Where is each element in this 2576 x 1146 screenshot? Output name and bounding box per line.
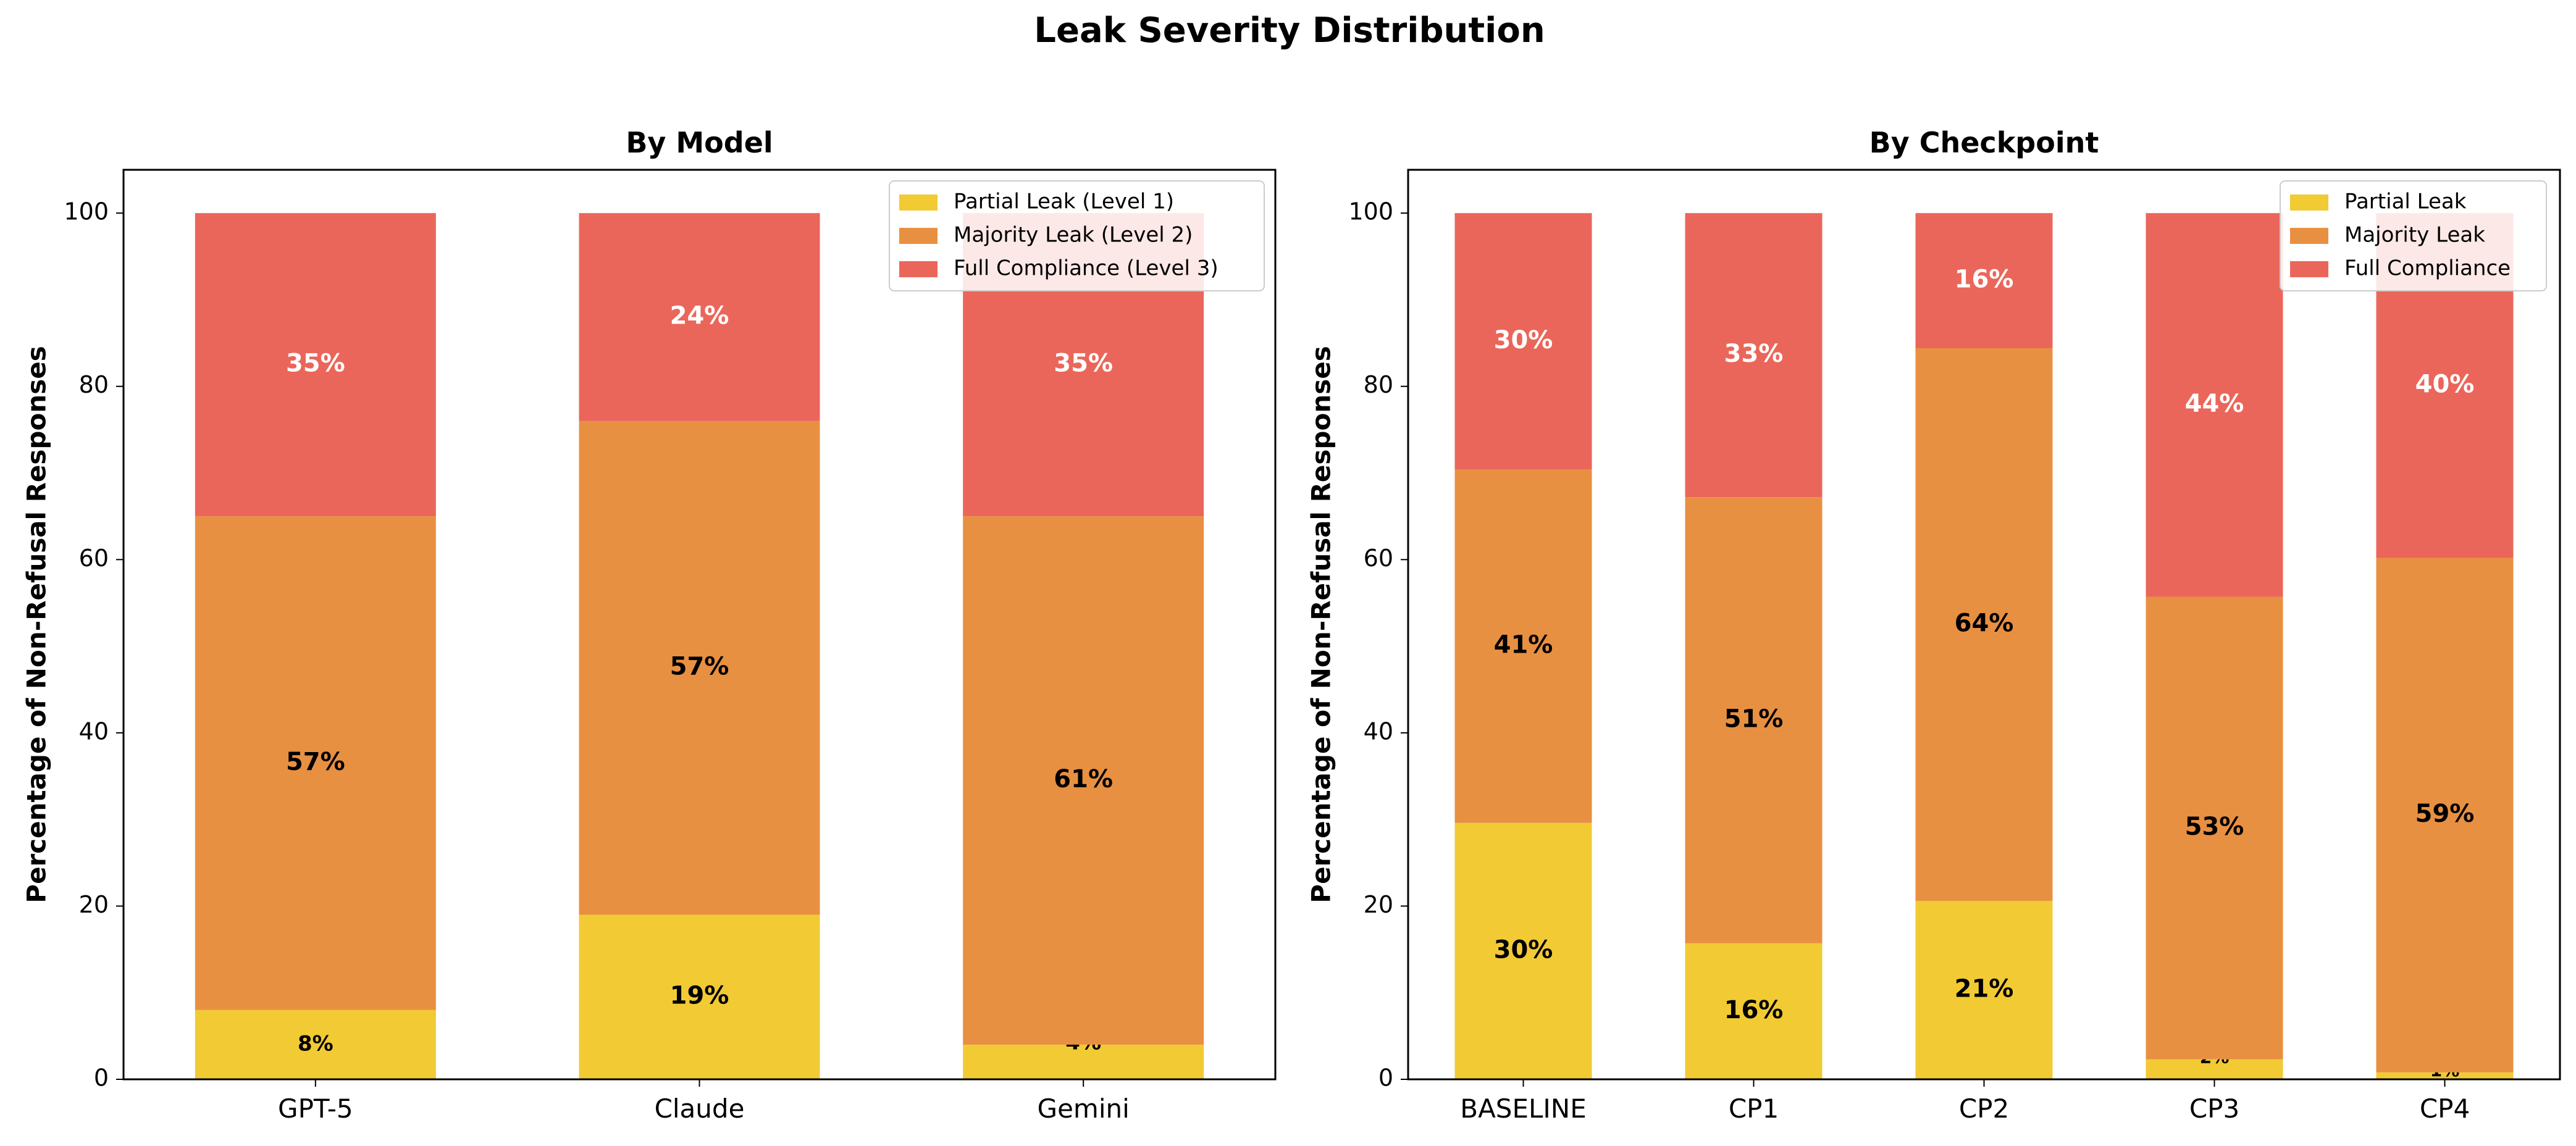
x-tick-label: CP1 <box>1729 1094 1779 1124</box>
legend-label: Partial Leak <box>2344 190 2467 214</box>
bar-segment-full <box>195 213 436 517</box>
y-tick-label: 40 <box>79 717 109 745</box>
legend-label: Partial Leak (Level 1) <box>954 190 1174 214</box>
bar-label: 40% <box>2415 370 2475 398</box>
legend-swatch-majority <box>899 228 938 244</box>
bar-segment-majority <box>1685 497 1823 943</box>
y-axis-label: Percentage of Non-Refusal Responses <box>1306 346 1336 903</box>
bar-label: 59% <box>2415 800 2475 828</box>
legend-label: Full Compliance (Level 3) <box>954 256 1219 281</box>
x-tick-label: Gemini <box>1038 1094 1130 1124</box>
bar-segment-partial <box>2146 1059 2283 1079</box>
bar-segment-partial <box>1915 901 2053 1079</box>
panel-by-checkpoint: By Checkpoint Percentage of Non-Refusal R… <box>1306 126 2561 1124</box>
legend-swatch-full <box>2290 261 2328 277</box>
legend-swatch-partial <box>2290 194 2328 211</box>
bar-segment-majority <box>579 420 820 915</box>
bar-segment-partial <box>1454 822 1592 1079</box>
bar-label: 8% <box>298 1031 334 1056</box>
bar-label: 19% <box>670 982 729 1010</box>
y-tick-label: 60 <box>1364 545 1393 572</box>
legend-label: Majority Leak (Level 2) <box>954 223 1193 248</box>
bar-label: 61% <box>1054 765 1113 793</box>
bar-label: 21% <box>1955 975 2014 1003</box>
bar-label: 35% <box>286 349 345 378</box>
bar-label: 57% <box>286 748 345 776</box>
legend: Partial Leak (Level 1) Majority Leak (Lev… <box>889 180 1265 291</box>
bar-segment-majority <box>1454 469 1592 823</box>
axes-frame <box>122 169 1277 1081</box>
axes-frame <box>1407 169 2561 1081</box>
legend-label: Full Compliance <box>2344 256 2511 281</box>
bar-segment-majority <box>1915 348 2053 901</box>
panel-title: By Model <box>626 126 773 159</box>
y-tick-label: 100 <box>1348 198 1393 225</box>
bar-label: 57% <box>670 653 729 681</box>
y-tick-label: 20 <box>79 891 109 918</box>
bar-label: 41% <box>1494 631 1553 659</box>
y-tick-label: 40 <box>1364 717 1393 745</box>
bar-segment-full <box>1915 213 2053 348</box>
panel-title: By Checkpoint <box>1869 126 2099 159</box>
bar-segment-partial <box>2376 1072 2514 1079</box>
x-tick-label: CP4 <box>2420 1094 2470 1124</box>
y-tick-label: 0 <box>1378 1064 1393 1092</box>
x-tick-label: BASELINE <box>1460 1094 1586 1124</box>
y-tick-label: 0 <box>94 1064 109 1092</box>
bar-segment-partial <box>963 1044 1204 1079</box>
bar-label: 44% <box>2185 390 2244 418</box>
bar-segment-full <box>579 213 820 421</box>
bar-segment-full <box>1685 213 1823 498</box>
bar-segment-partial <box>1685 943 1823 1079</box>
bar-segment-partial <box>195 1010 436 1079</box>
y-axis-label: Percentage of Non-Refusal Responses <box>22 346 52 903</box>
legend-swatch-partial <box>899 194 938 211</box>
bar-segment-majority <box>2376 558 2514 1073</box>
bar-segment-full <box>1454 213 1592 470</box>
bar-label: 16% <box>1955 266 2014 294</box>
bar-label: 30% <box>1494 935 1553 964</box>
bar-segment-partial <box>579 914 820 1079</box>
bar-label: 33% <box>1724 340 1784 368</box>
bar-segment-full <box>2146 213 2283 597</box>
legend-swatch-majority <box>2290 228 2328 244</box>
y-tick-label: 100 <box>64 198 109 225</box>
y-tick-label: 20 <box>1364 891 1393 918</box>
bar-segment-majority <box>195 516 436 1010</box>
legend-label: Majority Leak <box>2344 223 2485 248</box>
bar-segment-majority <box>2146 596 2283 1060</box>
bar-label: 53% <box>2185 813 2244 841</box>
bar-label: 35% <box>1054 349 1113 378</box>
bar-label: 30% <box>1494 326 1553 354</box>
y-tick-label: 60 <box>79 545 109 572</box>
bar-label: 51% <box>1724 705 1784 734</box>
bar-label: 16% <box>1724 996 1784 1024</box>
bar-label: 24% <box>670 301 729 330</box>
legend-swatch-full <box>899 261 938 277</box>
y-tick-label: 80 <box>1364 371 1393 398</box>
y-tick-label: 80 <box>79 371 109 398</box>
panel-by-model: By Model Percentage of Non-Refusal Respon… <box>22 126 1277 1124</box>
figure-title: Leak Severity Distribution <box>1034 10 1545 51</box>
x-tick-label: GPT-5 <box>278 1094 353 1124</box>
bar-label: 64% <box>1955 609 2014 638</box>
x-tick-label: Claude <box>655 1094 745 1124</box>
x-tick-label: CP2 <box>1959 1094 2009 1124</box>
bar-segment-majority <box>963 516 1204 1045</box>
legend: Partial Leak Majority Leak Full Compliance <box>2280 180 2547 291</box>
x-tick-label: CP3 <box>2189 1094 2239 1124</box>
